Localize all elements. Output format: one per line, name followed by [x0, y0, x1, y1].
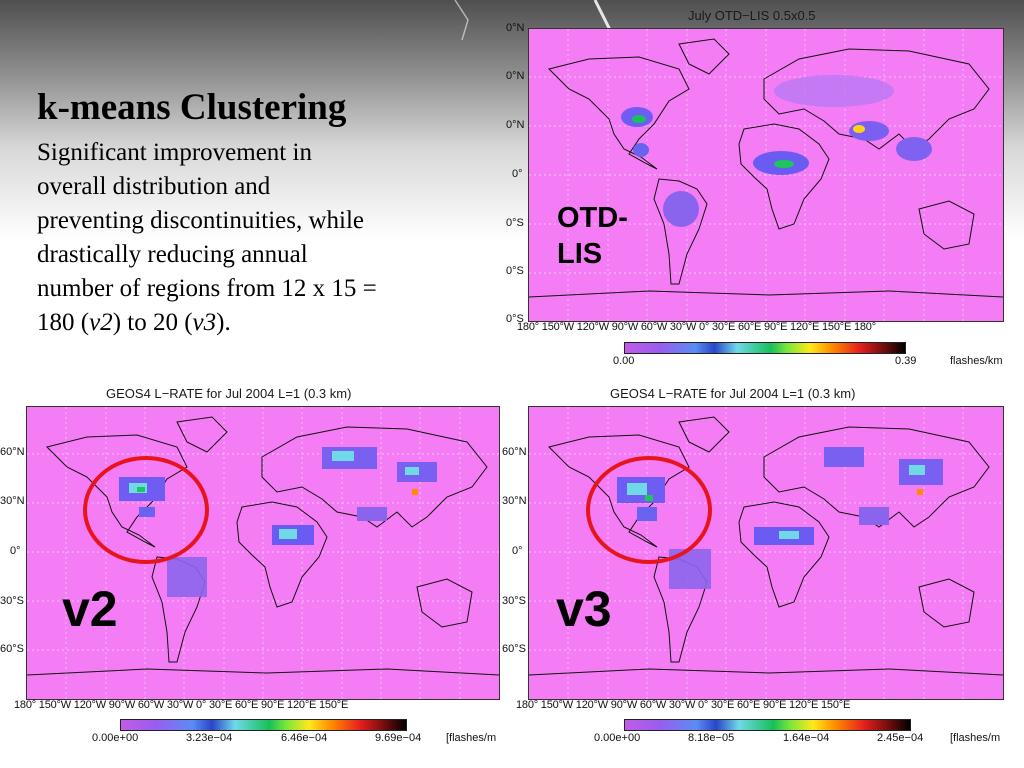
otd-lis-label: OTD- LIS [557, 200, 628, 272]
otd-lat-label: 0°N [506, 119, 525, 131]
v2-world-map [27, 407, 499, 699]
otd-colorbar [624, 342, 906, 354]
v3-lat-label: 30°S [502, 595, 526, 607]
v3-map [528, 406, 1004, 700]
v3-world-map [529, 407, 1003, 699]
v3-cbar-tick: 0.00e+00 [594, 732, 641, 744]
v2-lat-label: 30°N [0, 495, 25, 507]
v3-highlight-circle [586, 456, 712, 564]
v2-map-title: GEOS4 L−RATE for Jul 2004 L=1 (0.3 km) [106, 386, 352, 401]
body-line-1: Significant improvement in [37, 139, 312, 166]
slide-headline: k-means Clustering [37, 87, 347, 128]
otd-map [528, 28, 1004, 322]
v2-colorbar [120, 719, 407, 731]
body-line-4: drastically reducing annual [37, 241, 308, 268]
otd-lat-label: 0°S [506, 217, 524, 229]
body-line-6a: 180 ( [37, 309, 90, 336]
otd-label-line1: OTD- [557, 202, 628, 234]
v3-cbar-tick: 2.45e−04 [877, 732, 924, 744]
body-line-3: preventing discontinuities, while [37, 207, 365, 234]
v2-highlight-circle [83, 456, 209, 564]
body-v3: v3 [192, 309, 217, 336]
v2-lat-label: 0° [10, 545, 21, 557]
v2-label: v2 [62, 581, 118, 637]
otd-world-map [529, 29, 1003, 321]
otd-lon-labels: 180° 150°W 120°W 90°W 60°W 30°W 0° 30°E … [517, 321, 876, 333]
otd-cbar-tick: 0.00 [613, 355, 635, 367]
v3-lat-label: 30°N [502, 495, 527, 507]
v2-cbar-tick: 9.69e−04 [375, 732, 422, 744]
v2-cbar-tick: 6.46e−04 [281, 732, 328, 744]
v2-lat-label: 60°S [0, 643, 24, 655]
v3-cbar-tick: 1.64e−04 [783, 732, 830, 744]
v2-cbar-unit: [flashes/m [446, 732, 497, 744]
v3-cbar-tick: 8.18e−05 [688, 732, 735, 744]
v3-lat-label: 60°N [502, 446, 527, 458]
v3-cbar-unit: [flashes/m [950, 732, 1001, 744]
otd-lat-label: 0°N [506, 70, 525, 82]
v2-cbar-tick: 3.23e−04 [186, 732, 233, 744]
body-v2: v2 [89, 309, 113, 336]
v2-lat-label: 30°S [0, 595, 24, 607]
v3-lon-labels: 180° 150°W 120°W 90°W 60°W 30°W 0° 30°E … [516, 699, 851, 711]
v2-map [26, 406, 500, 700]
v3-label: v3 [556, 581, 612, 637]
v3-lat-label: 60°S [502, 643, 526, 655]
otd-lat-label: 0°N [506, 22, 525, 34]
otd-label-line2: LIS [557, 238, 603, 270]
otd-lat-label: 0°S [506, 313, 524, 325]
slide-body-text: Significant improvement in overall distr… [37, 136, 467, 340]
v3-map-title: GEOS4 L−RATE for Jul 2004 L=1 (0.3 km) [610, 386, 856, 401]
v3-colorbar [624, 719, 911, 731]
body-line-5: number of regions from 12 x 15 = [37, 275, 377, 302]
otd-lat-label: 0° [512, 168, 523, 180]
otd-cbar-tick: 0.39 [895, 355, 917, 367]
v2-cbar-tick: 0.00e+00 [92, 732, 139, 744]
body-line-6b: ) to 20 ( [112, 309, 193, 336]
v3-lat-label: 0° [512, 545, 523, 557]
body-line-6c: ). [216, 309, 231, 336]
otd-cbar-unit: flashes/km [950, 355, 1003, 367]
otd-map-title: July OTD−LIS 0.5x0.5 [688, 8, 816, 23]
body-line-2: overall distribution and [37, 173, 271, 200]
v2-lat-label: 60°N [0, 446, 25, 458]
v2-lon-labels: 180° 150°W 120°W 90°W 60°W 30°W 0° 30°E … [14, 699, 349, 711]
otd-lat-label: 0°S [506, 265, 524, 277]
